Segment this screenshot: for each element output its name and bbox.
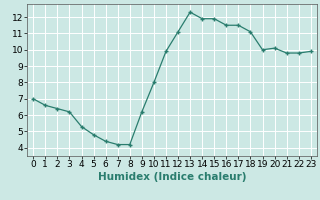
X-axis label: Humidex (Indice chaleur): Humidex (Indice chaleur)	[98, 172, 246, 182]
